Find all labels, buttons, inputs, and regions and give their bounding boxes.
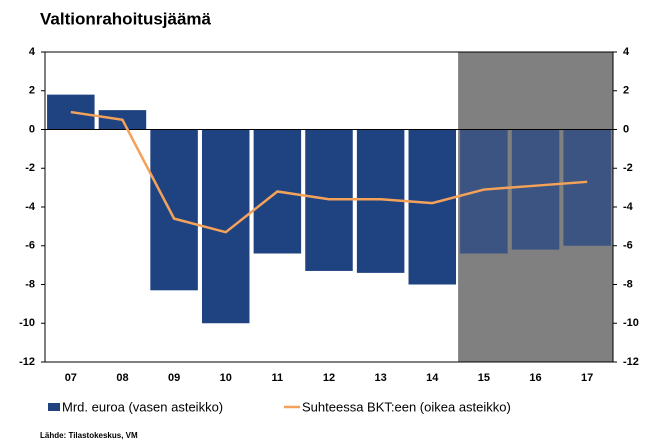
y-tick-label: -10 [19,317,35,329]
y2-tick-label: 0 [623,123,629,135]
bar [460,129,508,254]
x-tick-label: 11 [272,372,284,384]
y2-tick-label: -8 [623,278,633,290]
x-tick-label: 14 [426,372,439,384]
x-tick-label: 16 [529,372,541,384]
x-tick-label: 09 [168,372,180,384]
bar [201,129,250,324]
y2-tick-label: 2 [623,85,629,97]
y-tick-label: -8 [25,278,35,290]
bar [408,129,457,285]
x-tick-label: 07 [65,372,77,384]
bar [150,129,198,291]
chart-title: Valtionrahoitusjäämä [40,9,212,28]
y2-tick-label: -4 [623,201,634,213]
x-tick-label: 17 [581,372,593,384]
x-tick-label: 08 [116,372,128,384]
y-tick-label: 4 [29,46,36,58]
y-tick-label: 0 [29,123,35,135]
x-tick-label: 13 [375,372,387,384]
y-tick-label: -12 [19,356,35,368]
y2-tick-label: -6 [623,240,633,252]
legend-label: Mrd. euroa (vasen asteikko) [62,399,223,414]
bar [563,129,611,246]
source: Lähde: Tilastokeskus, VM [40,431,138,440]
legend-label: Suhteessa BKT:een (oikea asteikko) [302,399,511,414]
x-tick-label: 12 [323,372,335,384]
y-tick-label: 2 [29,85,35,97]
y2-tick-label: -10 [623,317,639,329]
y-tick-label: -4 [25,201,36,213]
x-tick-label: 15 [478,372,490,384]
line [70,110,588,234]
y-tick-label: -6 [25,240,35,252]
y-tick-label: -2 [25,162,35,174]
y2-tick-label: -12 [623,356,639,368]
bar [511,129,560,250]
x-tick-label: 10 [220,372,232,384]
legend-swatch [48,403,60,411]
y2-tick-label: 4 [623,46,630,58]
y2-tick-label: -2 [623,162,633,174]
